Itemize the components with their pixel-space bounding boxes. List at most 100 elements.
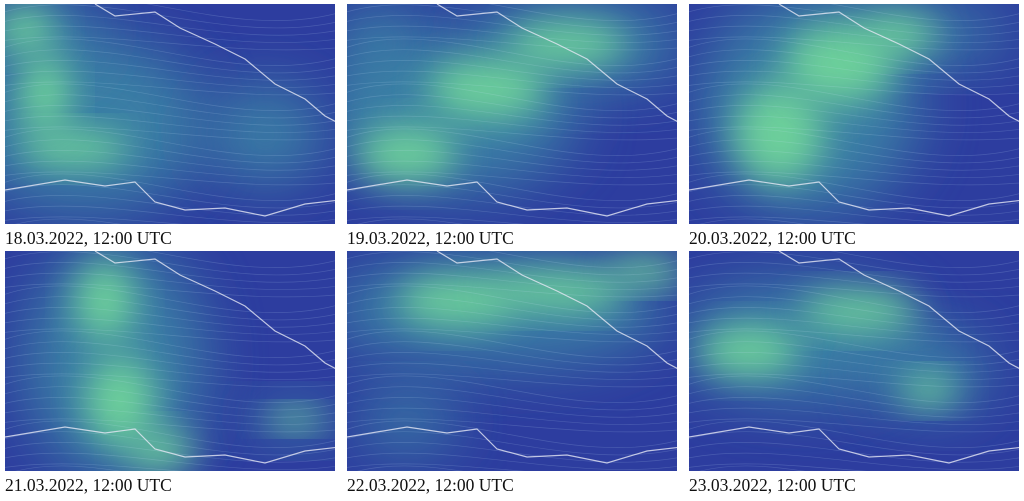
streamline: [5, 397, 335, 418]
streamline: [347, 60, 677, 81]
streamline: [5, 184, 335, 209]
streamline: [357, 218, 463, 224]
wind-core: [397, 276, 517, 326]
coastline: [94, 4, 335, 123]
streamline: [5, 251, 335, 276]
streamline: [347, 283, 677, 298]
wind-map-panel: [347, 4, 677, 224]
streamline: [5, 375, 335, 404]
wind-core: [85, 356, 155, 446]
panel-caption: 20.03.2022, 12:00 UTC: [689, 228, 856, 248]
streamline: [347, 442, 677, 463]
coastline: [347, 179, 677, 217]
wind-map-panel: [689, 251, 1019, 471]
streamline: [347, 397, 677, 418]
streamline: [5, 60, 335, 81]
streamline: [5, 205, 335, 223]
wind-area: [347, 4, 417, 84]
coastline: [778, 251, 1019, 370]
streamline: [830, 251, 1019, 269]
streamline: [347, 171, 677, 186]
coastline: [5, 179, 335, 217]
streamline: [689, 173, 1019, 202]
streamline: [5, 139, 335, 164]
streamline: [5, 173, 335, 202]
streamline: [347, 173, 677, 202]
streamline: [689, 150, 1019, 171]
streamline: [5, 160, 335, 178]
streamline: [689, 397, 1019, 418]
streamline: [5, 171, 335, 186]
streamline: [689, 407, 1019, 425]
streamline: [5, 431, 335, 456]
wind-map-panel: [5, 4, 335, 224]
streamline: [5, 94, 335, 119]
streamline: [347, 330, 677, 359]
streamline: [689, 463, 867, 471]
streamline: [5, 272, 335, 290]
streamline: [5, 15, 335, 36]
streamline: [689, 283, 1019, 298]
wind-core: [507, 22, 627, 66]
wind-core: [734, 84, 824, 184]
streamline: [689, 373, 1019, 388]
streamline: [347, 38, 677, 67]
streamline: [347, 70, 677, 88]
streamline: [5, 38, 335, 67]
streamline: [488, 251, 677, 269]
streamline: [5, 386, 335, 411]
streamline: [357, 465, 463, 471]
streamline: [5, 307, 335, 328]
panel-caption: 19.03.2022, 12:00 UTC: [347, 228, 514, 248]
panel-caption: 21.03.2022, 12:00 UTC: [5, 475, 172, 495]
streamline: [689, 70, 1019, 88]
streamline: [347, 94, 677, 119]
streamline: [5, 126, 335, 141]
wind-map-panel: [347, 251, 677, 471]
wind-core: [607, 256, 677, 286]
wind-map-panel: [5, 251, 335, 471]
wind-core: [20, 131, 130, 167]
streamline: [5, 285, 335, 314]
wind-core: [265, 409, 325, 429]
streamline: [5, 407, 335, 425]
streamline: [689, 375, 1019, 404]
coastline: [778, 4, 1019, 123]
wind-area: [357, 391, 457, 451]
panel-caption: 23.03.2022, 12:00 UTC: [689, 475, 856, 495]
streamline: [5, 128, 335, 157]
streamline: [146, 4, 335, 22]
streamline: [347, 375, 677, 404]
coastline: [347, 426, 677, 464]
streamline: [689, 272, 1019, 290]
coastline: [5, 426, 335, 464]
streamline: [347, 83, 677, 112]
streamline: [689, 83, 1019, 112]
streamline: [5, 463, 183, 471]
streamline: [347, 463, 525, 471]
streamline: [689, 362, 1019, 380]
streamline: [699, 218, 805, 224]
coastline: [689, 179, 1019, 217]
streamline: [689, 431, 1019, 456]
streamline: [5, 352, 335, 373]
streamline: [689, 285, 1019, 314]
streamline: [347, 272, 677, 290]
streamline: [347, 216, 525, 224]
coastline: [94, 251, 335, 370]
streamline: [689, 60, 1019, 81]
streamline: [5, 4, 335, 29]
wind-core: [75, 261, 135, 341]
streamline: [689, 160, 1019, 178]
wind-map-panel: [689, 4, 1019, 224]
streamline: [5, 418, 335, 433]
streamline: [689, 105, 1019, 126]
streamline: [15, 465, 121, 471]
streamline: [5, 262, 335, 283]
streamline: [689, 115, 1019, 133]
streamline: [146, 251, 335, 269]
streamline: [689, 139, 1019, 164]
streamline: [689, 195, 1019, 216]
streamline: [5, 25, 335, 43]
